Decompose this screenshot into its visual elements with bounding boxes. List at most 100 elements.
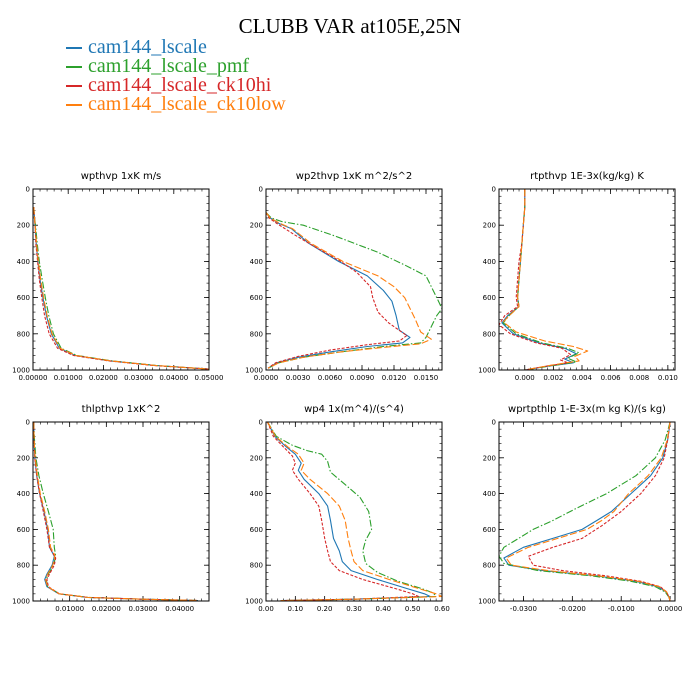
- series-line: [266, 212, 411, 369]
- series-line: [266, 212, 442, 369]
- y-tick-label: 600: [17, 526, 30, 534]
- series-line: [527, 422, 671, 601]
- chart-panel: wp4 1x(m^4)/(s^4) 0.00 0.10 0.20 0.30 0.40 0.5…: [245, 404, 450, 613]
- y-tick-label: 400: [483, 258, 496, 266]
- legend-label: cam144_lscale_pmf: [88, 55, 250, 77]
- series-line: [33, 207, 209, 370]
- x-tick-label: 0.002: [543, 374, 563, 382]
- y-tick-label: 200: [17, 454, 30, 462]
- x-tick-label: 0.03000: [124, 374, 153, 382]
- page-title: CLUBB VAR at105E,25N: [238, 14, 462, 38]
- x-tick-label: 0.0000: [658, 605, 683, 613]
- x-tick-label: 0.05000: [195, 374, 224, 382]
- x-tick-label: -0.0300: [510, 605, 537, 613]
- series-line: [267, 422, 442, 601]
- series-line: [266, 422, 420, 601]
- y-tick-label: 200: [250, 454, 263, 462]
- y-tick-label: 600: [483, 526, 496, 534]
- plot-frame: [265, 188, 443, 371]
- plot-frame: [265, 421, 443, 602]
- series-line: [266, 212, 432, 369]
- plot-frame: [32, 188, 210, 371]
- y-tick-label: 400: [17, 490, 30, 498]
- y-tick-label: 600: [250, 294, 263, 302]
- y-tick-label: 600: [17, 294, 30, 302]
- y-tick-label: 800: [17, 562, 30, 570]
- y-tick-label: 1000: [478, 367, 496, 375]
- y-tick-label: 0: [492, 186, 496, 194]
- series-line: [499, 189, 572, 370]
- chart-title: wp2thvp 1xK m^2/s^2: [296, 171, 412, 182]
- series-line: [33, 422, 199, 601]
- x-tick-label: 0.40: [376, 605, 392, 613]
- legend-label: cam144_lscale: [88, 36, 207, 58]
- x-tick-label: 0.30: [346, 605, 362, 613]
- x-tick-label: 0.0090: [350, 374, 375, 382]
- x-tick-label: 0.0000: [254, 374, 279, 382]
- y-tick-label: 0: [259, 186, 263, 194]
- series-line: [33, 207, 209, 370]
- chart-panel: wp2thvp 1xK m^2/s^2 0.0000 0.0030 0.0060 0.0…: [245, 171, 443, 382]
- x-tick-label: 0.04000: [165, 605, 194, 613]
- x-tick-label: 0.10: [288, 605, 304, 613]
- y-tick-label: 1000: [12, 367, 30, 375]
- y-tick-label: 800: [250, 330, 263, 338]
- chart-title: wp4 1x(m^4)/(s^4): [304, 404, 404, 415]
- series-line: [503, 422, 671, 601]
- series-line: [33, 207, 209, 370]
- series-line: [33, 422, 199, 601]
- x-tick-label: -0.0100: [608, 605, 635, 613]
- legend-swatch: [66, 47, 82, 49]
- series-line: [505, 422, 671, 601]
- legend-item: cam144_lscale_pmf: [66, 55, 286, 77]
- x-tick-label: 0.0150: [414, 374, 439, 382]
- y-tick-label: 0: [259, 419, 263, 427]
- x-tick-label: 0.000: [515, 374, 535, 382]
- y-tick-label: 0: [492, 419, 496, 427]
- series-line: [33, 422, 199, 601]
- x-tick-label: 0.010: [658, 374, 678, 382]
- y-tick-label: 400: [483, 490, 496, 498]
- x-tick-label: 0.20: [317, 605, 333, 613]
- x-tick-label: 0.01000: [54, 374, 83, 382]
- series-line: [33, 207, 209, 370]
- legend-label: cam144_lscale_ck10low: [88, 93, 286, 115]
- x-tick-label: 0.0120: [382, 374, 407, 382]
- y-tick-label: 600: [250, 526, 263, 534]
- x-tick-label: 0.008: [629, 374, 649, 382]
- y-tick-label: 200: [483, 222, 496, 230]
- x-tick-label: 0.006: [601, 374, 622, 382]
- y-tick-label: 600: [483, 294, 496, 302]
- y-tick-label: 200: [250, 222, 263, 230]
- x-tick-label: 0.03000: [129, 605, 158, 613]
- y-tick-label: 800: [483, 330, 496, 338]
- chart-title: rtpthvp 1E-3x(kg/kg) K: [530, 171, 644, 182]
- chart-panel: rtpthvp 1E-3x(kg/kg) K 0.000 0.002 0.004 0.0…: [478, 171, 678, 382]
- x-tick-label: 0.0030: [286, 374, 311, 382]
- series-line: [266, 212, 408, 369]
- x-tick-label: 0.02000: [89, 374, 118, 382]
- y-tick-label: 1000: [245, 367, 263, 375]
- legend-item: cam144_lscale_ck10hi: [66, 75, 286, 95]
- y-tick-label: 400: [17, 258, 30, 266]
- y-tick-label: 800: [250, 562, 263, 570]
- x-tick-label: -0.0200: [559, 605, 586, 613]
- x-tick-label: 0.0060: [318, 374, 343, 382]
- y-tick-label: 400: [250, 490, 263, 498]
- series-line: [267, 422, 431, 601]
- legend-item: cam144_lscale_ck10low: [66, 93, 286, 115]
- y-tick-label: 1000: [245, 598, 263, 606]
- series-line: [502, 189, 580, 370]
- y-tick-label: 0: [26, 186, 30, 194]
- plot-frame: [32, 421, 210, 602]
- plot-frame: [498, 188, 676, 371]
- chart-title: wprtpthlp 1-E-3x(m kg K)/(s kg): [508, 404, 666, 415]
- y-tick-label: 200: [483, 454, 496, 462]
- series-line: [502, 189, 589, 370]
- x-tick-label: 0.02000: [92, 605, 121, 613]
- x-tick-label: 0.00000: [19, 374, 48, 382]
- legend-item: cam144_lscale: [66, 36, 286, 58]
- y-tick-label: 400: [250, 258, 263, 266]
- x-tick-label: 0.01000: [55, 605, 84, 613]
